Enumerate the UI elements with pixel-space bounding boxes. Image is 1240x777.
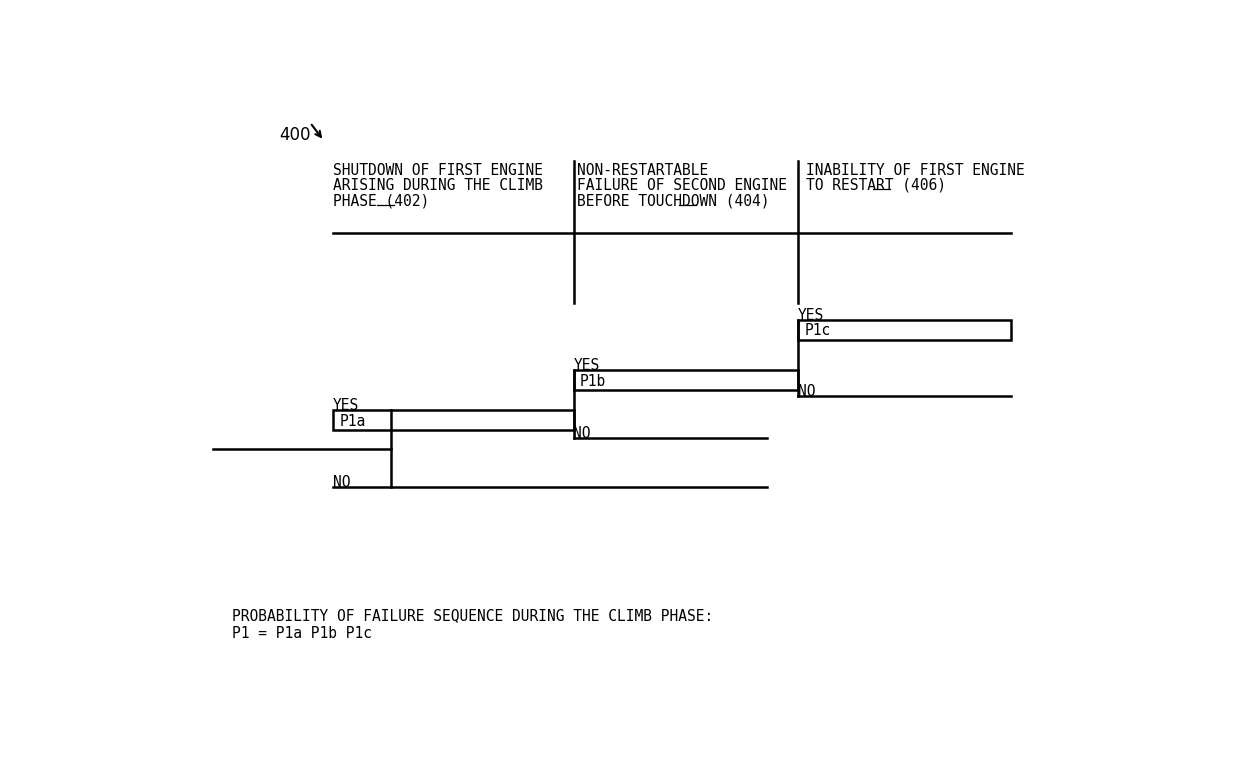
Text: 400: 400 (279, 126, 310, 144)
Text: PHASE (402): PHASE (402) (334, 193, 429, 208)
Text: YES: YES (799, 308, 825, 323)
Text: NON-RESTARTABLE: NON-RESTARTABLE (578, 162, 708, 177)
Text: ARISING DURING THE CLIMB: ARISING DURING THE CLIMB (334, 178, 543, 193)
Bar (573, 371, 799, 390)
Text: NO: NO (334, 476, 351, 490)
Text: BEFORE TOUCHDOWN (404): BEFORE TOUCHDOWN (404) (578, 193, 770, 208)
Text: YES: YES (334, 398, 360, 413)
Text: P1c: P1c (805, 323, 831, 339)
Text: INABILITY OF FIRST ENGINE: INABILITY OF FIRST ENGINE (806, 162, 1024, 177)
Bar (799, 320, 1012, 340)
Text: NO: NO (799, 384, 816, 399)
Text: FAILURE OF SECOND ENGINE: FAILURE OF SECOND ENGINE (578, 178, 787, 193)
Text: PROBABILITY OF FAILURE SEQUENCE DURING THE CLIMB PHASE:: PROBABILITY OF FAILURE SEQUENCE DURING T… (233, 608, 714, 622)
Bar (334, 410, 573, 430)
Text: P1b: P1b (580, 374, 606, 388)
Text: P1a: P1a (340, 413, 366, 429)
Text: TO RESTART (406): TO RESTART (406) (806, 178, 946, 193)
Text: SHUTDOWN OF FIRST ENGINE: SHUTDOWN OF FIRST ENGINE (334, 162, 543, 177)
Text: NO: NO (573, 426, 591, 441)
Text: YES: YES (573, 358, 600, 373)
Text: P1 = P1a P1b P1c: P1 = P1a P1b P1c (233, 626, 372, 641)
